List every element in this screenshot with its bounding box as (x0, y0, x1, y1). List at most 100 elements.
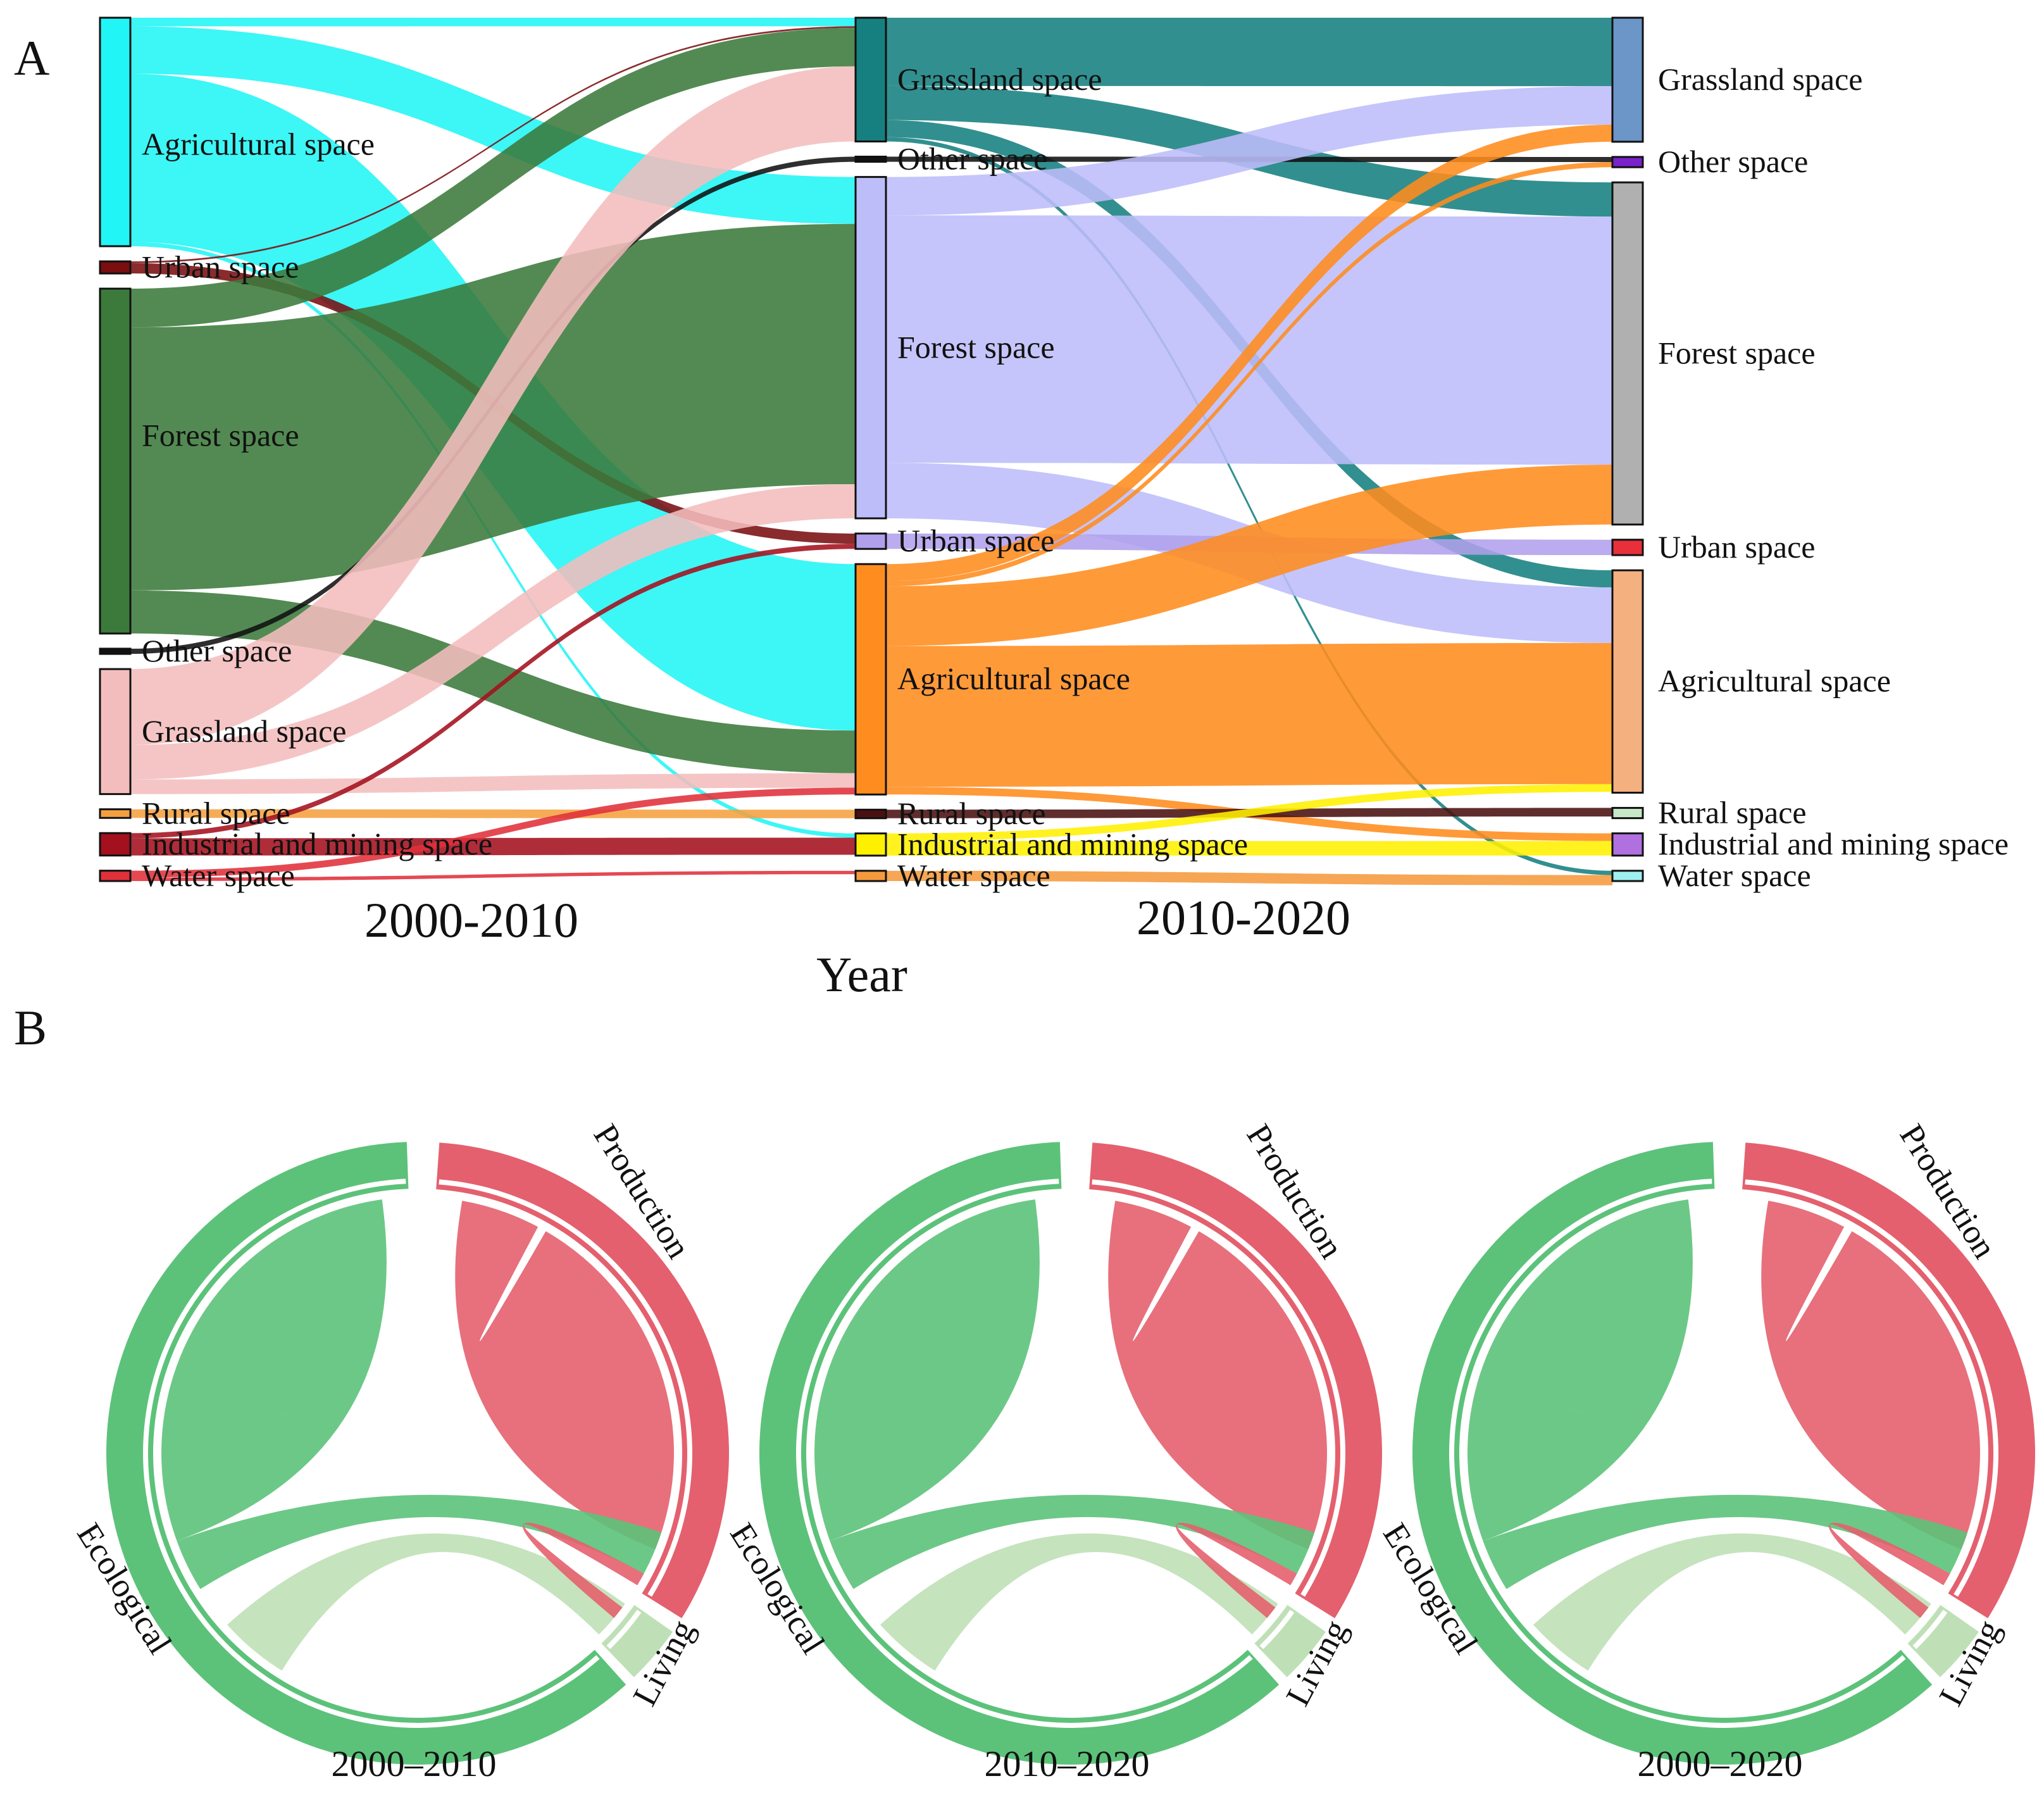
chord-diagrams: ProductionLivingEcological2000–2010Produ… (70, 1118, 2035, 1784)
flow-1-agr-to-gra (886, 124, 1612, 582)
node-2020-rur (1611, 806, 1644, 820)
node-label-2010-wat: Water space (897, 858, 1050, 893)
flow-1-gra-to-wat (886, 137, 1612, 875)
flow-0-rur-to-rur (130, 809, 856, 818)
chord-sector-production (1089, 1142, 1383, 1618)
chord-caption-1: 2000–2010 (332, 1743, 497, 1784)
panel-a-letter: A (14, 30, 49, 85)
node-2020-for (1611, 181, 1644, 526)
flow-1-for-to-gra (886, 86, 1612, 216)
node-2000-oth (99, 647, 132, 655)
node-label-2020-ind: Industrial and mining space (1658, 826, 2009, 861)
chord-ribbon-ecological-self (814, 1199, 1040, 1541)
period-label-2010-2020: 2010-2020 (1137, 890, 1350, 945)
chord-sector-gap-production (1092, 1179, 1346, 1597)
flow-1-wat-to-wat (886, 870, 1612, 885)
node-2010-rur (854, 808, 887, 820)
chord-sector-ecological (1412, 1142, 1933, 1765)
flow-0-urb-to-gra (130, 26, 856, 263)
node-label-2000-urb: Urban space (142, 249, 299, 285)
node-label-2020-agr: Agricultural space (1658, 663, 1891, 699)
flow-1-agr-to-agr (886, 642, 1612, 787)
node-2010-ind (854, 832, 887, 857)
node-label-2000-gra: Grassland space (142, 713, 347, 749)
node-2020-agr (1611, 569, 1644, 794)
node-2020-oth (1611, 156, 1644, 168)
flow-0-gra-to-gra (130, 66, 856, 745)
period-label-2000-2010: 2000-2010 (365, 892, 578, 948)
node-2000-urb (99, 260, 132, 275)
node-label-2010-for: Forest space (897, 329, 1055, 365)
chord-ribbon-production-self (455, 1201, 675, 1549)
chord-ribbon-production-to-living (1829, 1522, 1950, 1618)
node-label-2000-ind: Industrial and mining space (142, 826, 492, 861)
flow-0-gra-to-agr (130, 773, 856, 794)
node-2000-ind (99, 832, 132, 857)
flow-0-wat-to-agr (130, 787, 856, 878)
flow-1-ind-to-ind (886, 841, 1612, 856)
node-label-2000-rur: Rural space (142, 795, 290, 830)
chord-sector-ecological (759, 1142, 1280, 1765)
node-label-2020-urb: Urban space (1658, 529, 1816, 565)
chord-ribbon-living-to-ecological (880, 1533, 1278, 1671)
node-label-2020-oth: Other space (1658, 144, 1808, 179)
chord-sector-gap-production (439, 1179, 692, 1597)
chord-ribbon-ecological-to-production (1483, 1494, 1968, 1589)
node-2020-wat (1611, 870, 1644, 882)
node-label-2000-oth: Other space (142, 633, 292, 668)
chord-caption-3: 2000–2020 (1638, 1743, 1803, 1784)
node-label-2000-agr: Agricultural space (142, 126, 375, 161)
chord-sector-ecological (106, 1142, 626, 1765)
chord-sector-living (1254, 1604, 1326, 1677)
chord-sector-living (1907, 1604, 1979, 1677)
node-2000-rur (99, 808, 132, 819)
chord-ribbon-living-to-ecological (227, 1533, 625, 1671)
node-label-2010-agr: Agricultural space (897, 661, 1130, 696)
flow-1-ind-to-agr (886, 784, 1612, 841)
node-label-2020-rur: Rural space (1658, 795, 1807, 830)
flow-0-wat-to-wat (130, 870, 856, 881)
node-2010-wat (854, 870, 887, 882)
flow-1-gra-to-gra (886, 18, 1612, 87)
chord-sector-gap-production (1745, 1179, 1999, 1597)
flow-0-agr-to-ind (130, 242, 856, 838)
node-label-2020-gra: Grassland space (1658, 61, 1863, 97)
chord-ribbon-ecological-to-production (830, 1494, 1315, 1589)
chord-sector-production (436, 1142, 729, 1618)
node-2020-ind (1611, 832, 1644, 857)
chord-sector-living (601, 1604, 673, 1677)
chord-ribbon-ecological-to-production (177, 1494, 662, 1589)
chord-sector-gap-living (606, 1610, 642, 1649)
node-2000-for (99, 287, 132, 635)
node-2000-wat (99, 870, 132, 882)
x-axis-title: Year (816, 947, 907, 1002)
chord-sector-gap-living (1912, 1610, 1948, 1649)
node-label-2010-rur: Rural space (897, 796, 1046, 831)
chord-ribbon-production-self (1108, 1201, 1327, 1549)
flow-0-agr-to-gra (130, 18, 856, 27)
node-label-2000-wat: Water space (142, 858, 295, 893)
chord-caption-2: 2010–2020 (985, 1743, 1150, 1784)
chord-sector-gap-living (1259, 1610, 1295, 1649)
panel-b-letter: B (14, 1000, 47, 1055)
node-2010-gra (854, 16, 887, 143)
flow-0-gra-to-for (130, 484, 856, 780)
flow-1-for-to-for (886, 215, 1612, 465)
node-2010-oth (854, 156, 887, 163)
chord-ribbon-production-to-living (1176, 1522, 1297, 1618)
chord-ribbon-living-to-ecological (1533, 1533, 1931, 1671)
chord-ribbon-ecological-self (161, 1199, 387, 1541)
node-label-2000-for: Forest space (142, 417, 299, 453)
node-label-2010-urb: Urban space (897, 523, 1055, 558)
node-2020-gra (1611, 16, 1644, 143)
node-2020-urb (1611, 539, 1644, 556)
node-label-2010-gra: Grassland space (897, 61, 1102, 97)
node-2010-for (854, 176, 887, 520)
node-2000-gra (99, 668, 132, 796)
node-label-2010-ind: Industrial and mining space (897, 826, 1248, 861)
chord-ribbon-ecological-self (1468, 1199, 1693, 1541)
